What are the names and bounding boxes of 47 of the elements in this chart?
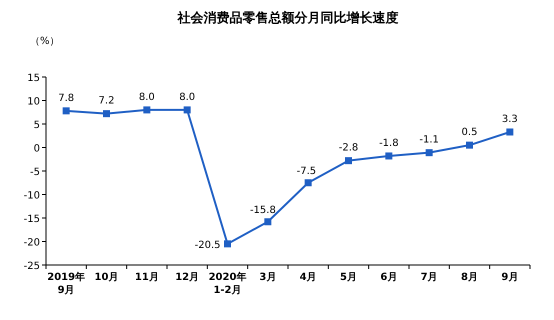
data-label: -7.5 — [296, 166, 316, 177]
data-label: -20.5 — [194, 240, 220, 251]
data-label: 8.0 — [138, 92, 155, 103]
y-tick-label: -15 — [24, 214, 40, 225]
data-label: 0.5 — [462, 127, 478, 138]
point — [143, 106, 150, 114]
x-tick-label: 6月 — [380, 272, 398, 283]
data-label: 3.3 — [502, 114, 518, 125]
point — [264, 218, 272, 226]
data-label: -1.8 — [379, 138, 399, 149]
data-label: 7.8 — [58, 92, 74, 104]
point — [385, 152, 392, 160]
y-tick-label: -5 — [30, 167, 40, 178]
x-tick-label: 3月 — [259, 272, 276, 283]
data-label: -1.1 — [419, 134, 439, 146]
data-label: 8.0 — [179, 92, 196, 103]
point — [426, 149, 433, 156]
y-tick-label: 15 — [27, 73, 40, 84]
x-tick-label: 8月 — [461, 272, 478, 283]
point — [466, 142, 473, 149]
data-label: 7.2 — [98, 96, 114, 107]
x-tick-label: 2020年 1-2月 — [208, 271, 246, 296]
y-tick-label: 5 — [34, 120, 40, 131]
x-tick-label: 10月 — [94, 272, 118, 283]
x-tick-label: 12月 — [175, 272, 200, 283]
point — [506, 128, 514, 136]
point — [184, 106, 191, 114]
x-tick-label: 9月 — [501, 272, 518, 283]
y-tick-label: -25 — [24, 261, 40, 272]
point — [345, 157, 352, 164]
data-label: -2.8 — [338, 142, 358, 154]
y-tick-label: 10 — [27, 96, 40, 108]
data-label: -15.8 — [250, 204, 276, 216]
point — [224, 240, 231, 248]
chart-title: 社会消费品零售总额分月同比增长速度 — [176, 10, 398, 26]
x-tick-label: 5月 — [340, 272, 357, 283]
y-axis-title: （%） — [30, 36, 60, 47]
x-tick-label: 11月 — [134, 272, 159, 283]
point — [304, 179, 312, 186]
x-tick-label: 7月 — [420, 272, 438, 283]
point — [62, 107, 70, 114]
y-tick-label: 0 — [34, 144, 40, 154]
y-tick-label: -20 — [24, 238, 40, 248]
x-tick-label: 4月 — [300, 272, 317, 283]
y-tick-label: -10 — [24, 190, 40, 202]
point — [103, 110, 110, 118]
x-tick-label: 2019年 9月 — [47, 271, 86, 296]
